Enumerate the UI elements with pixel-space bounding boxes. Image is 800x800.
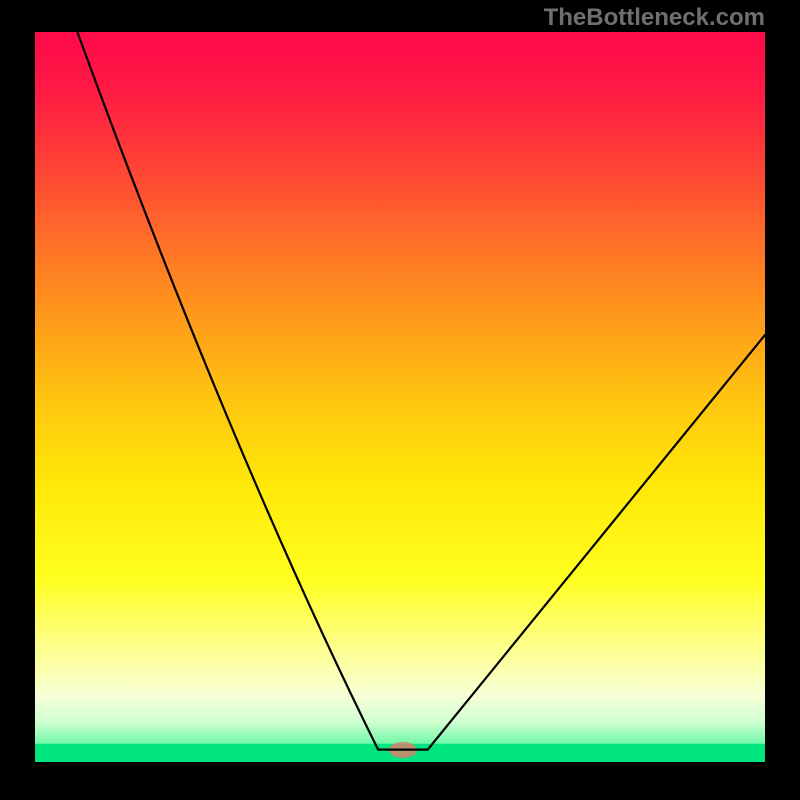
bottleneck-chart-svg xyxy=(35,32,765,762)
gradient-background xyxy=(35,32,765,762)
plot-area xyxy=(35,32,765,762)
watermark-text: TheBottleneck.com xyxy=(544,4,765,32)
chart-frame: TheBottleneck.com xyxy=(0,0,800,800)
